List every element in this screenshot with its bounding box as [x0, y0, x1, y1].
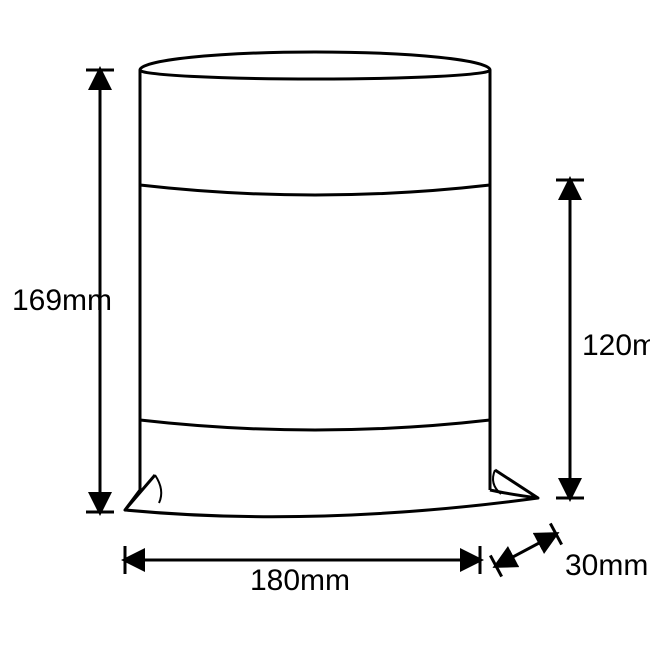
dimension-diagram: 169mm 120mm 180mm 30mm: [0, 0, 650, 650]
height-right-label: 120mm: [582, 329, 650, 362]
depth-label: 30mm: [565, 549, 648, 582]
width-label: 180mm: [250, 564, 350, 597]
height-total-label: 169mm: [12, 284, 112, 317]
container-outline: [125, 52, 538, 517]
